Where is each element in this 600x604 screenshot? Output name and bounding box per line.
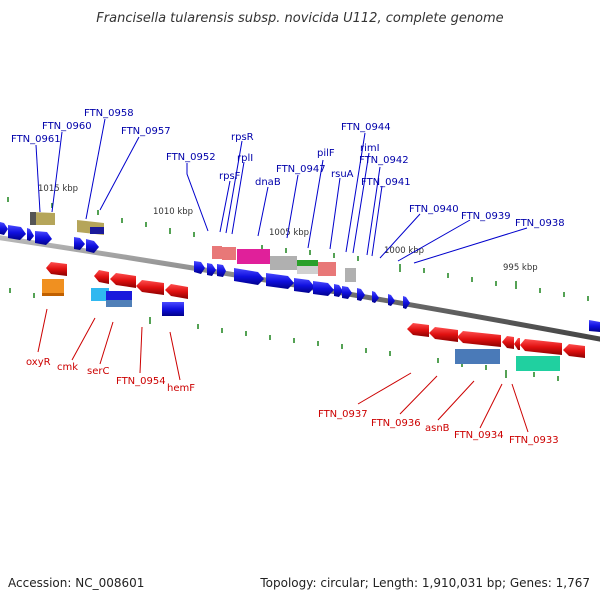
scale-label-1010: 1010 kbp — [153, 207, 193, 217]
gene-label-ftn-0939: FTN_0939 — [461, 211, 511, 222]
scale-label-1005: 1005 kbp — [269, 228, 309, 238]
gene-label-rpli: rplI — [237, 153, 253, 164]
gene-label-cmk: cmk — [57, 362, 78, 373]
scale-label-1015: 1015 kbp — [38, 184, 78, 194]
lower-feature-row — [42, 279, 560, 371]
bottom-gene-labels: oxyR cmk serC FTN_0954 hemF FTN_0937 FTN… — [26, 357, 559, 446]
topology-text: Topology: circular; Length: 1,910,031 bp… — [260, 576, 590, 590]
gene-label-ftn-0934: FTN_0934 — [454, 430, 504, 441]
gene-label-serc: serC — [87, 366, 109, 377]
gene-label-ftn-0938: FTN_0938 — [515, 218, 565, 229]
gene-label-hemf: hemF — [167, 383, 195, 394]
scale-label-995: 995 kbp — [503, 263, 538, 273]
gene-label-ftn-0944: FTN_0944 — [341, 122, 391, 133]
gene-label-ftn-0941: FTN_0941 — [361, 177, 411, 188]
gene-label-ftn-0936: FTN_0936 — [371, 418, 421, 429]
top-gene-labels: FTN_0961 FTN_0960 FTN_0958 FTN_0957 FTN_… — [11, 108, 565, 229]
gene-label-dnab: dnaB — [255, 177, 281, 188]
tick-track-top — [7, 197, 589, 301]
bottom-leader-lines — [37, 308, 529, 433]
gene-label-rpsf: rpsF — [219, 171, 241, 182]
gene-label-pilf: pilF — [317, 148, 335, 159]
gene-label-oxyr: oxyR — [26, 357, 51, 368]
gene-label-ftn-0952: FTN_0952 — [166, 152, 216, 163]
gene-label-ftn-0937: FTN_0937 — [318, 409, 368, 420]
map-title: Francisella tularensis subsp. novicida U… — [96, 11, 503, 26]
gene-label-rpsr: rpsR — [231, 132, 254, 143]
gene-label-ftn-0940: FTN_0940 — [409, 204, 459, 215]
reverse-strand-row — [46, 262, 585, 358]
gene-label-ftn-0958: FTN_0958 — [84, 108, 134, 119]
top-leader-lines — [35, 118, 528, 264]
scale-label-1000: 1000 kbp — [384, 246, 424, 256]
gene-label-ftn-0957: FTN_0957 — [121, 126, 171, 137]
gene-label-ftn-0960: FTN_0960 — [42, 121, 92, 132]
gene-label-asnb: asnB — [425, 423, 450, 434]
gene-label-ftn-0961: FTN_0961 — [11, 134, 61, 145]
accession-text: Accession: NC_008601 — [8, 576, 145, 590]
tick-track-bottom — [9, 288, 559, 381]
gene-label-ftn-0933: FTN_0933 — [509, 435, 559, 446]
gene-label-ftn-0947: FTN_0947 — [276, 164, 326, 175]
gene-label-rsua: rsuA — [331, 169, 354, 180]
gene-label-ftn-0954: FTN_0954 — [116, 376, 166, 387]
upper-feature-row — [30, 212, 356, 282]
gene-label-rimi: rimI — [360, 143, 380, 154]
forward-strand-row — [0, 222, 600, 332]
gene-label-ftn-0942: FTN_0942 — [359, 155, 409, 166]
